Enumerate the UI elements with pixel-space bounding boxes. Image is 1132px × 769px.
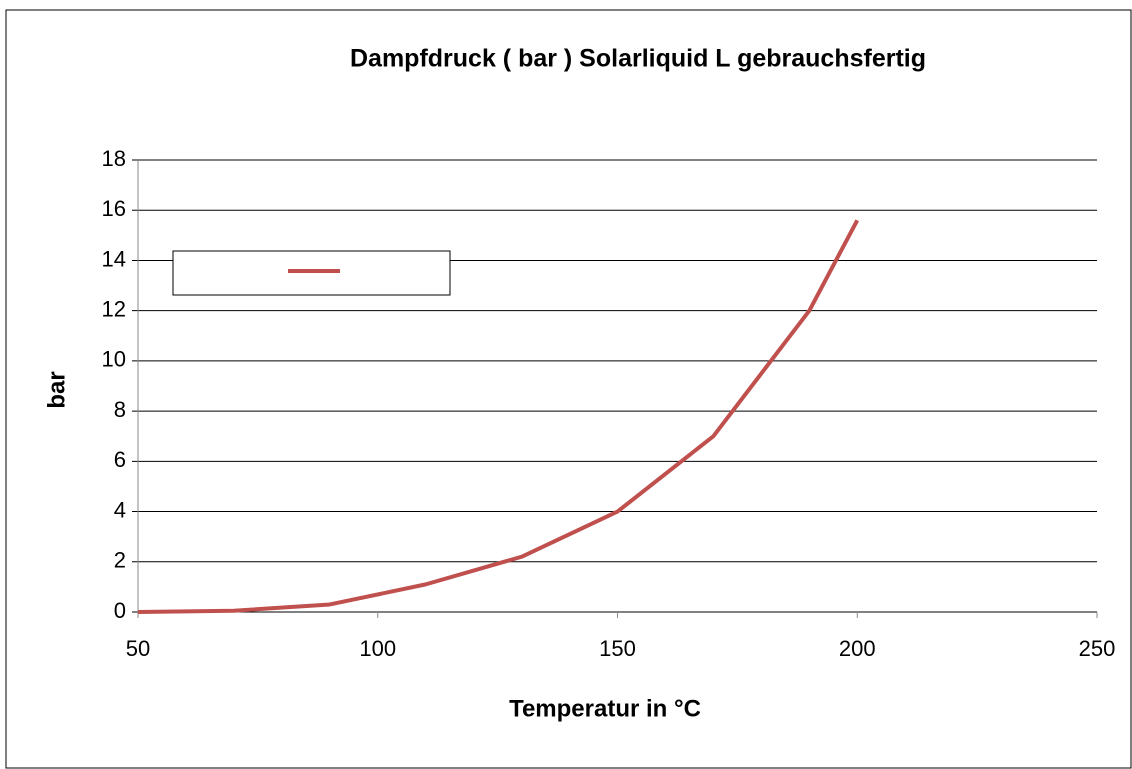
y-tick-label: 10 [102, 347, 126, 372]
y-tick-label: 12 [102, 296, 126, 321]
x-tick-label: 50 [126, 636, 150, 661]
y-tick-label: 8 [114, 397, 126, 422]
x-tick-label: 200 [839, 636, 876, 661]
y-tick-label: 4 [114, 497, 126, 522]
y-tick-label: 0 [114, 598, 126, 623]
y-tick-label: 14 [102, 246, 126, 271]
y-tick-label: 6 [114, 447, 126, 472]
x-axis-label: Temperatur in °C [509, 695, 701, 722]
y-tick-label: 16 [102, 196, 126, 221]
chart-title: Dampfdruck ( bar ) Solarliquid L gebrauc… [350, 45, 926, 73]
x-tick-label: 100 [359, 636, 396, 661]
frame [5, 9, 1132, 769]
series-line [137, 219, 860, 614]
x-tick-label: 250 [1079, 636, 1116, 661]
y-tick-label: 18 [102, 146, 126, 171]
x-tick-label: 150 [599, 636, 636, 661]
y-axis-label: bar [43, 371, 70, 408]
y-tick-label: 2 [114, 548, 126, 573]
